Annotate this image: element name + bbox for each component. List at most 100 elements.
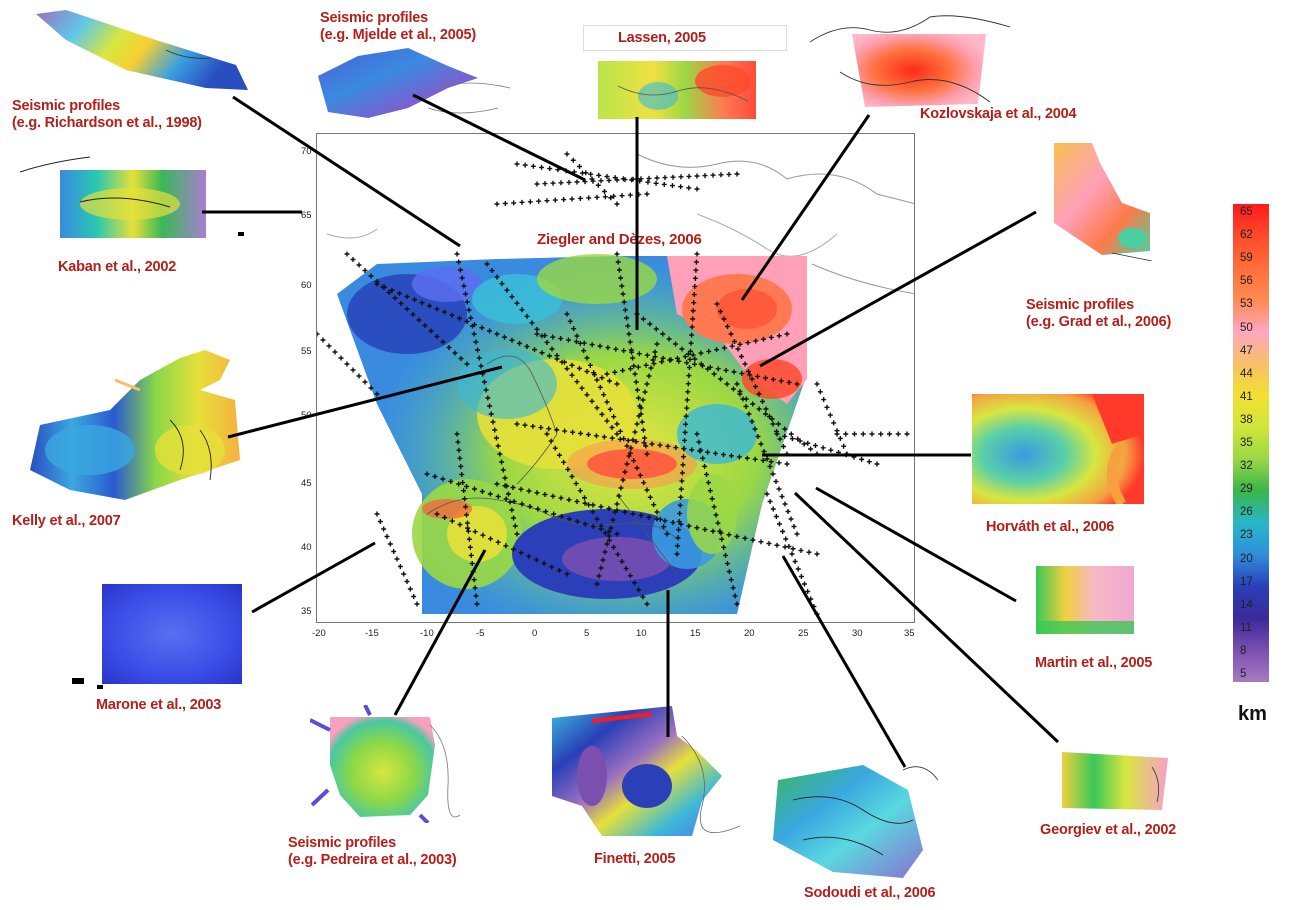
station-marker — [589, 398, 595, 404]
station-marker — [463, 291, 469, 297]
station-marker — [784, 461, 790, 467]
station-marker — [542, 181, 548, 187]
station-marker — [590, 524, 596, 529]
station-marker — [488, 536, 494, 542]
colorbar-tick-label: 53 — [1240, 298, 1253, 311]
station-marker — [739, 370, 745, 376]
station-marker — [594, 581, 600, 587]
station-marker — [770, 376, 776, 382]
station-marker — [606, 177, 612, 183]
station-marker — [621, 348, 627, 354]
y-tick: 45 — [301, 478, 312, 489]
station-marker — [534, 331, 540, 337]
station-marker — [777, 521, 782, 527]
station-marker — [397, 290, 402, 296]
station-marker — [634, 387, 640, 393]
colorbar-tick-label: 59 — [1240, 252, 1253, 265]
station-marker — [558, 495, 564, 501]
station-marker — [859, 456, 865, 462]
station-marker — [495, 539, 501, 545]
station-marker — [567, 318, 573, 324]
colorbar-tick-label: 23 — [1240, 529, 1253, 542]
station-marker — [653, 326, 659, 332]
station-marker — [735, 346, 741, 352]
station-marker — [505, 491, 511, 497]
lassen-label-frame — [583, 25, 787, 51]
station-marker — [582, 521, 588, 527]
station-marker — [680, 462, 686, 468]
station-marker — [627, 192, 633, 198]
station-marker — [475, 347, 481, 353]
station-marker — [598, 178, 604, 184]
station-marker — [519, 501, 525, 507]
station-marker — [673, 445, 679, 451]
station-marker — [428, 328, 434, 334]
station-marker — [689, 332, 695, 338]
colorbar-tick-label: 5 — [1240, 668, 1247, 680]
station-marker — [630, 355, 636, 361]
station-marker — [571, 326, 577, 332]
station-marker — [514, 161, 520, 167]
station-marker — [724, 381, 730, 387]
label-line: (e.g. Mjelde et al., 2005) — [320, 27, 476, 43]
station-marker — [661, 181, 667, 187]
colorbar-tick-label: 29 — [1240, 483, 1253, 496]
station-marker — [766, 541, 772, 546]
station-marker — [824, 404, 830, 410]
station-marker — [670, 174, 676, 180]
station-marker — [694, 525, 700, 531]
station-marker — [460, 480, 466, 486]
station-marker — [614, 201, 620, 207]
station-marker — [608, 525, 614, 531]
station-marker — [499, 459, 505, 465]
station-marker — [509, 337, 515, 343]
station-marker — [584, 369, 590, 374]
station-marker — [464, 319, 470, 324]
station-marker — [416, 317, 422, 323]
station-marker — [458, 463, 464, 469]
inset-finetti-map — [552, 706, 740, 841]
station-marker — [614, 431, 620, 437]
station-marker — [502, 200, 508, 206]
station-marker — [678, 184, 684, 190]
station-marker — [462, 496, 468, 502]
station-marker — [776, 460, 782, 466]
station-marker — [749, 419, 755, 424]
station-marker — [615, 259, 621, 265]
station-marker — [410, 312, 416, 317]
station-marker — [509, 507, 515, 513]
station-marker — [794, 381, 800, 387]
label-mjelde: Seismic profiles (e.g. Mjelde et al., 200… — [320, 10, 476, 44]
label-finetti: Finetti, 2005 — [594, 851, 676, 867]
station-marker — [489, 268, 495, 274]
station-marker — [660, 355, 666, 361]
station-marker — [570, 157, 576, 163]
colorbar-tick-label: 44 — [1240, 367, 1253, 380]
station-marker — [440, 476, 446, 482]
station-marker — [320, 337, 326, 343]
station-marker — [782, 426, 788, 432]
station-marker — [767, 499, 773, 504]
station-marker — [689, 324, 695, 330]
main-map-title: Ziegler and Dèzes, 2006 — [537, 231, 702, 248]
station-marker — [640, 594, 646, 600]
station-marker — [654, 341, 660, 347]
station-marker — [404, 294, 410, 299]
colorbar-tick-label: 32 — [1240, 460, 1253, 473]
station-marker — [503, 496, 509, 502]
station-marker — [692, 361, 698, 367]
station-marker — [527, 504, 533, 509]
label-grad: Seismic profiles (e.g. Grad et al., 2006) — [1026, 297, 1171, 331]
station-marker — [456, 447, 462, 453]
station-marker — [650, 357, 656, 363]
inset-horvath-map — [972, 394, 1144, 504]
station-marker — [394, 556, 400, 562]
station-marker — [690, 352, 696, 358]
station-marker — [698, 361, 704, 367]
station-marker — [633, 379, 639, 385]
station-marker — [398, 301, 404, 306]
colorbar-tick-label: 26 — [1240, 506, 1253, 519]
station-marker — [562, 428, 568, 434]
station-marker — [677, 510, 683, 516]
station-marker — [742, 535, 748, 541]
